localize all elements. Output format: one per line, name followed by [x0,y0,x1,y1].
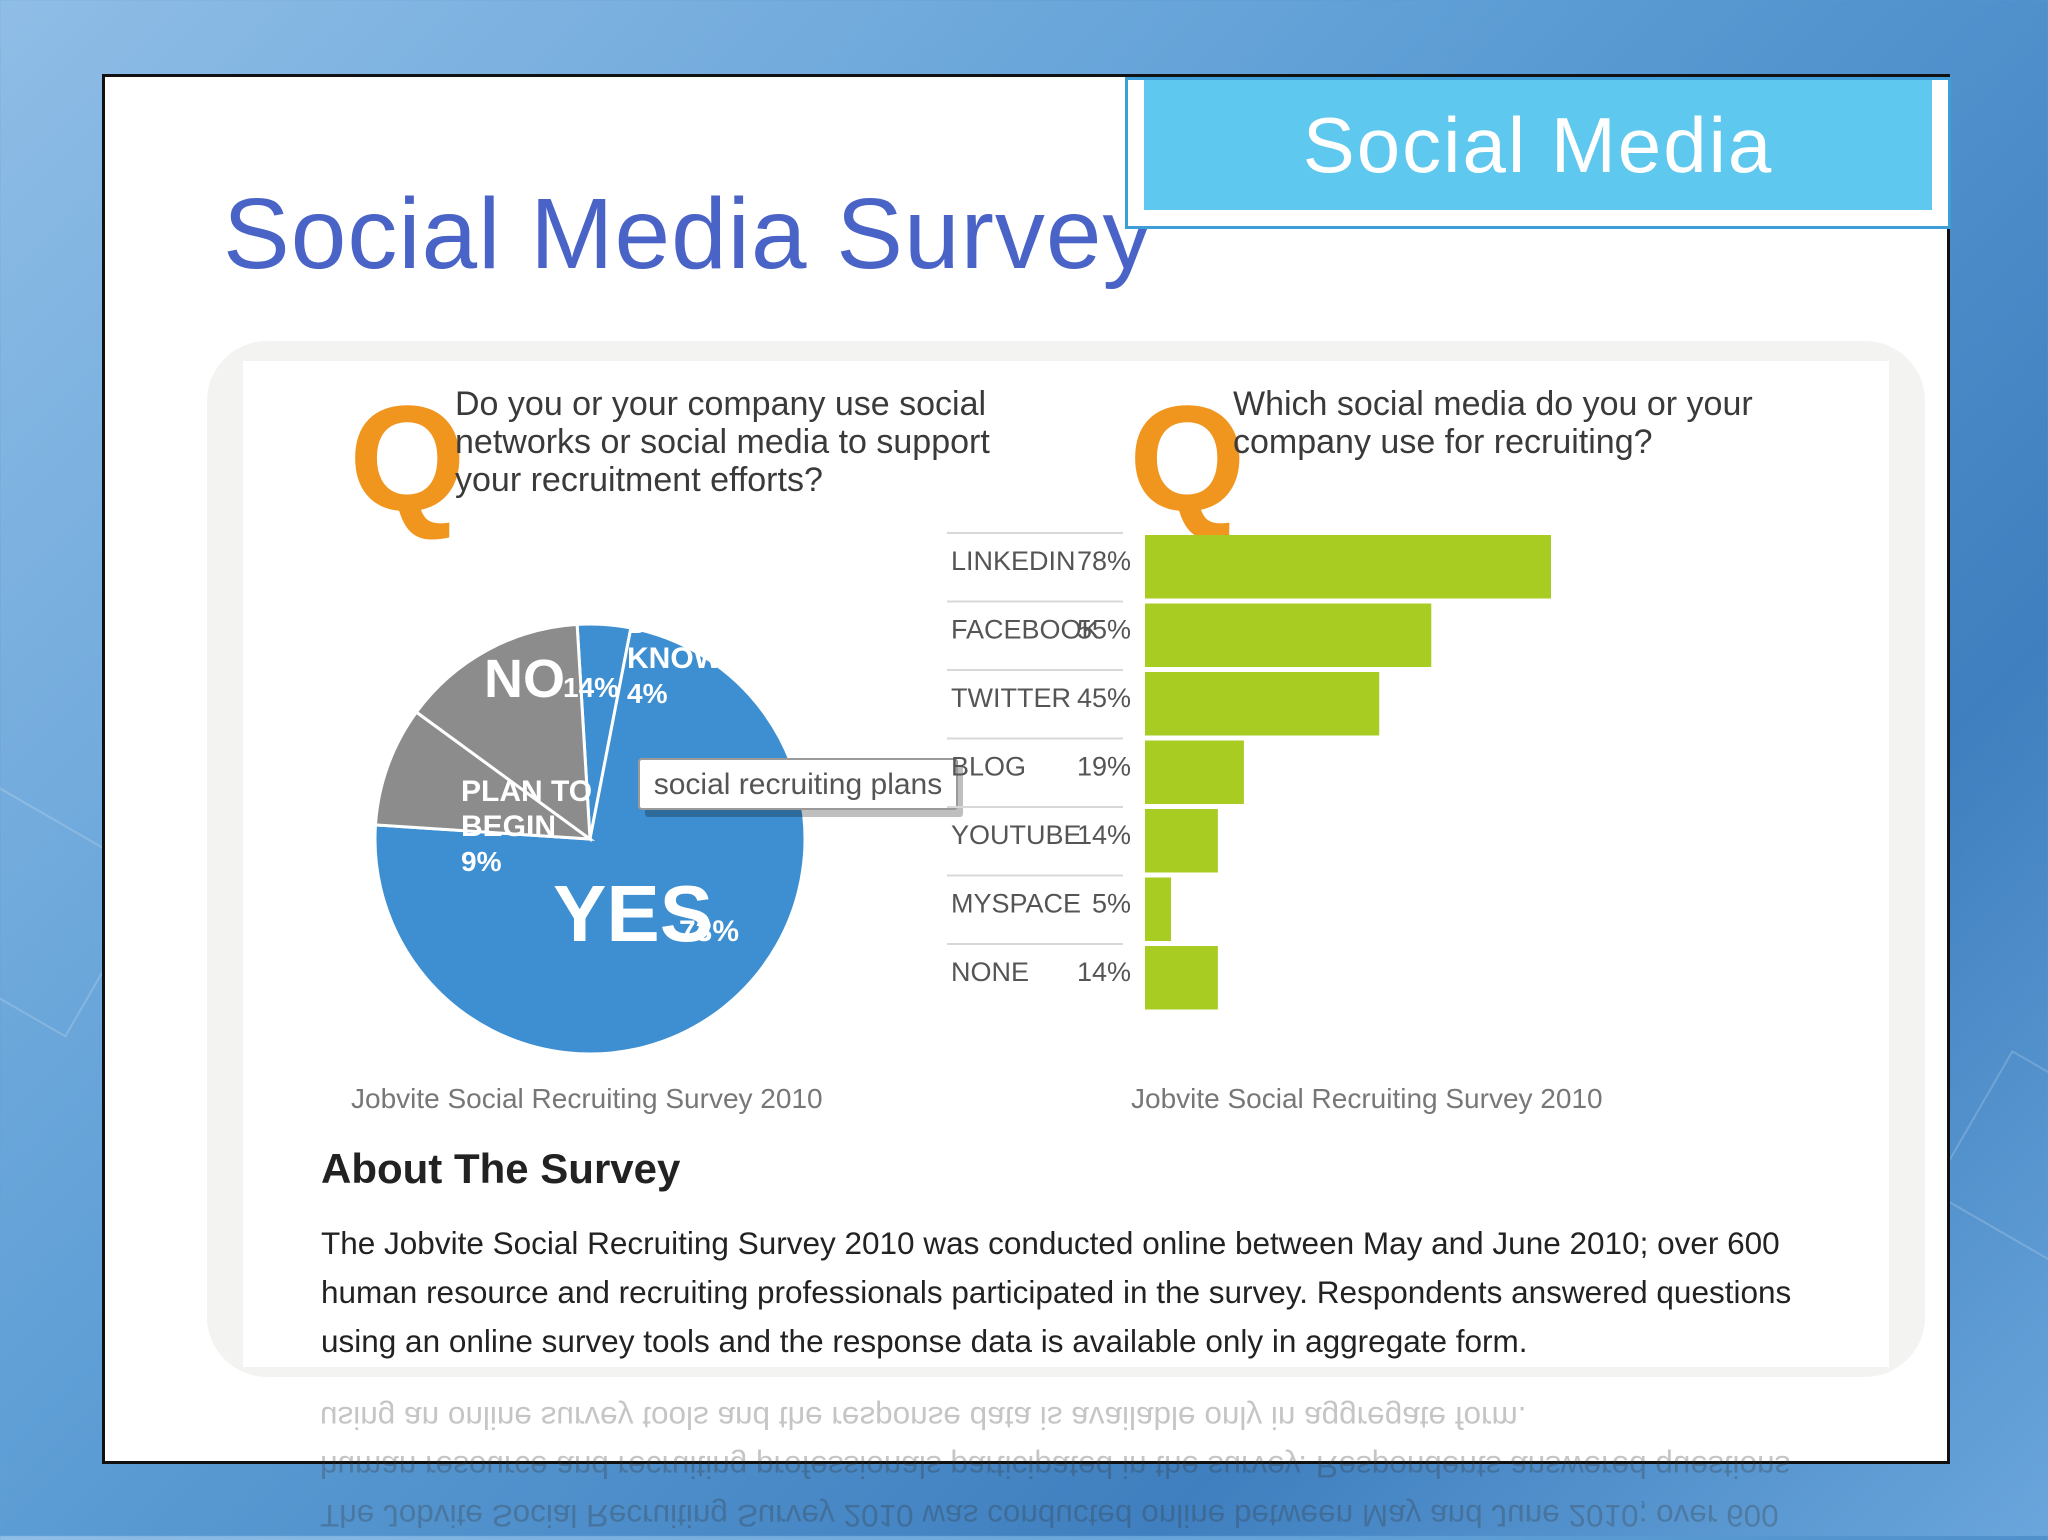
pie-slice-no [414,622,592,843]
survey-image-card: Q Do you or your company use social netw… [207,341,1925,1377]
about-title: About The Survey [321,1145,681,1192]
bar-youtube [1145,809,1218,873]
pie-label-dont-know-line1: DON'T [627,607,719,640]
pie-slice-yes [373,626,807,1056]
pie-value-yes: 73% [679,915,739,948]
pie-value-plan: 9% [461,846,502,877]
bar-blog [1145,740,1244,804]
question-mark-icon: Q [1129,374,1246,542]
bar-label-twitter: TWITTER [951,683,1071,713]
bar-value-twitter: 45% [1077,683,1131,713]
pie-source: Jobvite Social Recruiting Survey 2010 [351,1083,823,1114]
slide-title: Social Media Survey [223,178,1154,290]
bar-label-myspace: MYSPACE [951,889,1081,919]
pie-label-plan-line2: BEGIN [461,810,556,843]
bar-question: Which social media do you or your compan… [1233,385,1753,461]
callout-box [638,758,958,810]
about-body: The Jobvite Social Recruiting Survey 201… [321,1225,1792,1359]
bar-label-facebook: FACEBOOK [951,615,1100,645]
header-tab-title: Social Media [1144,80,1932,210]
bar-source: Jobvite Social Recruiting Survey 2010 [1131,1083,1603,1114]
bar-value-youtube: 14% [1077,820,1131,850]
pie-value-dont-know: 4% [627,678,668,709]
pie-label-no: NO [484,649,565,709]
pie-label-plan-line1: PLAN TO [461,775,592,808]
bar-myspace [1145,877,1172,941]
callout-text: social recruiting plans [654,768,942,801]
question-mark-icon: Q [349,374,466,542]
survey-image: Q Do you or your company use social netw… [243,361,1889,1367]
reflection-text: The Jobvite Social Recruiting Survey 201… [320,1400,1791,1534]
bar-none [1145,946,1218,1010]
bar-value-myspace: 5% [1092,889,1131,919]
text-reflection: The Jobvite Social Recruiting Survey 201… [180,1380,1900,1540]
slide-panel: Social Media Survey Q Do you or your com… [102,74,1951,1464]
pie-question: Do you or your company use social networ… [455,385,990,499]
pie-slice-plan-to-begin [373,710,596,841]
header-tab: Social Media [1125,77,1951,229]
bar-linkedin [1145,535,1551,599]
bar-twitter [1145,672,1380,736]
bar-facebook [1145,603,1432,667]
bar-label-linkedin: LINKEDIN [951,546,1076,576]
pie-label-yes: YES [553,869,713,958]
bar-value-blog: 19% [1077,752,1131,782]
bar-value-linkedin: 78% [1077,546,1131,576]
pie-label-dont-know-line2: KNOW [627,642,723,675]
bar-label-blog: BLOG [951,752,1026,782]
bar-label-none: NONE [951,957,1029,987]
pie-value-no: 14% [563,672,619,703]
bar-value-none: 14% [1077,957,1131,987]
bar-label-youtube: YOUTUBE [951,820,1082,850]
bar-value-facebook: 55% [1077,615,1131,645]
